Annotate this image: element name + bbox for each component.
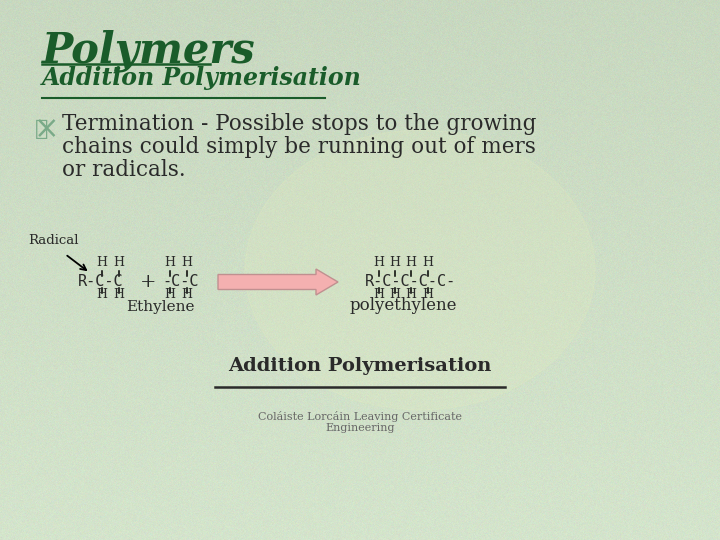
Text: Radical: Radical (28, 234, 78, 247)
Text: Termination - Possible stops to the growing: Termination - Possible stops to the grow… (62, 113, 536, 135)
Text: Engineering: Engineering (325, 423, 395, 433)
Text: H: H (96, 288, 107, 301)
Text: R-C-C: R-C-C (78, 274, 124, 289)
Ellipse shape (245, 130, 595, 410)
Text: ♛: ♛ (35, 118, 48, 140)
Text: chains could simply be running out of mers: chains could simply be running out of me… (62, 136, 536, 158)
Text: H: H (405, 256, 416, 269)
FancyArrow shape (218, 269, 338, 295)
Text: polyethylene: polyethylene (349, 297, 456, 314)
Text: Ethylene: Ethylene (126, 300, 194, 314)
Text: H: H (390, 288, 400, 301)
Text: H: H (374, 256, 384, 269)
Text: Polymers: Polymers (42, 30, 256, 72)
Text: H: H (164, 288, 176, 301)
Text: R-C-C-C-C-: R-C-C-C-C- (365, 274, 456, 289)
Text: H: H (374, 288, 384, 301)
Text: H: H (423, 256, 433, 269)
Text: H: H (96, 256, 107, 269)
Text: H: H (423, 288, 433, 301)
Text: H: H (164, 256, 176, 269)
Text: Addition Polymerisation: Addition Polymerisation (42, 66, 361, 90)
Text: Addition Polymerisation: Addition Polymerisation (228, 357, 492, 375)
Text: H: H (114, 256, 125, 269)
Text: H: H (405, 288, 416, 301)
Text: Coláiste Lorcáin Leaving Certificate: Coláiste Lorcáin Leaving Certificate (258, 411, 462, 422)
Text: +: + (140, 273, 156, 291)
Text: -C-C: -C-C (162, 274, 199, 289)
Text: H: H (390, 256, 400, 269)
Text: H: H (181, 256, 192, 269)
Text: H: H (181, 288, 192, 301)
Text: or radicals.: or radicals. (62, 159, 186, 181)
Text: ×: × (34, 114, 60, 145)
Text: H: H (114, 288, 125, 301)
